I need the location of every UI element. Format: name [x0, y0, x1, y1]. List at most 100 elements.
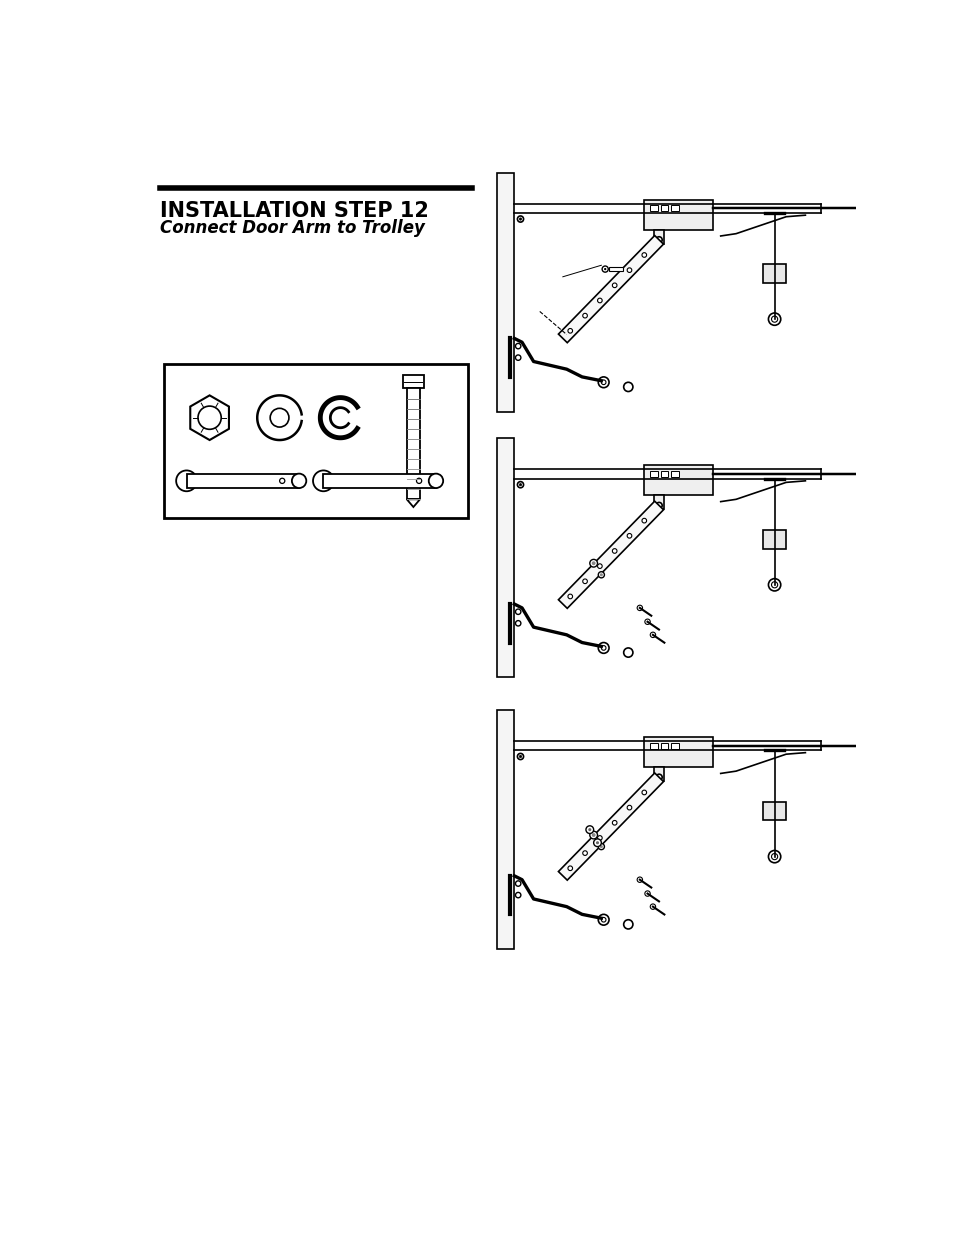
- Circle shape: [279, 478, 285, 483]
- Circle shape: [612, 820, 617, 825]
- Bar: [164, 364, 468, 517]
- Circle shape: [626, 268, 631, 273]
- Circle shape: [598, 642, 608, 653]
- Circle shape: [599, 573, 602, 577]
- Circle shape: [623, 383, 632, 391]
- Bar: [497, 438, 514, 677]
- Bar: [402, 374, 423, 389]
- Circle shape: [517, 482, 523, 488]
- Bar: [643, 200, 712, 230]
- Bar: [659, 205, 668, 211]
- Bar: [643, 466, 712, 495]
- Circle shape: [637, 605, 642, 610]
- Polygon shape: [406, 499, 419, 508]
- Bar: [671, 205, 679, 211]
- Circle shape: [599, 845, 602, 848]
- Circle shape: [641, 519, 646, 522]
- Bar: [406, 389, 419, 499]
- Circle shape: [597, 298, 601, 303]
- Circle shape: [656, 503, 661, 509]
- Circle shape: [612, 283, 617, 288]
- Circle shape: [582, 314, 587, 317]
- Circle shape: [767, 851, 780, 863]
- Bar: [608, 267, 622, 270]
- Circle shape: [589, 559, 597, 567]
- Circle shape: [598, 844, 604, 850]
- Bar: [187, 474, 299, 488]
- Circle shape: [176, 471, 196, 492]
- Circle shape: [598, 914, 608, 925]
- Circle shape: [593, 839, 600, 846]
- Circle shape: [644, 890, 650, 897]
- Circle shape: [515, 343, 520, 348]
- Circle shape: [598, 377, 608, 388]
- Bar: [762, 530, 785, 548]
- Circle shape: [567, 329, 572, 333]
- Circle shape: [597, 836, 601, 840]
- Circle shape: [596, 841, 598, 845]
- Bar: [653, 495, 664, 509]
- Circle shape: [656, 774, 661, 781]
- Bar: [497, 710, 514, 948]
- Circle shape: [428, 474, 443, 488]
- Text: Connect Door Arm to Trolley: Connect Door Arm to Trolley: [160, 219, 425, 237]
- Circle shape: [518, 756, 521, 757]
- Circle shape: [515, 893, 520, 898]
- Circle shape: [650, 632, 655, 637]
- Circle shape: [767, 579, 780, 592]
- Circle shape: [589, 831, 597, 839]
- Circle shape: [515, 354, 520, 361]
- Bar: [653, 767, 664, 782]
- Circle shape: [515, 609, 520, 615]
- Circle shape: [591, 561, 595, 566]
- Circle shape: [517, 216, 523, 222]
- Circle shape: [582, 579, 587, 584]
- Circle shape: [257, 395, 301, 440]
- Circle shape: [518, 217, 521, 220]
- Circle shape: [626, 534, 631, 538]
- Circle shape: [612, 548, 617, 553]
- Circle shape: [585, 826, 593, 834]
- Circle shape: [650, 904, 655, 909]
- Circle shape: [198, 406, 221, 430]
- Circle shape: [641, 253, 646, 257]
- Bar: [762, 264, 785, 283]
- Circle shape: [623, 648, 632, 657]
- Circle shape: [567, 866, 572, 871]
- Bar: [653, 230, 664, 243]
- Circle shape: [603, 268, 606, 270]
- Bar: [649, 742, 657, 748]
- Polygon shape: [558, 501, 662, 609]
- Circle shape: [313, 471, 334, 492]
- Circle shape: [626, 805, 631, 810]
- Circle shape: [567, 594, 572, 599]
- Bar: [659, 742, 668, 748]
- Circle shape: [591, 834, 595, 837]
- Circle shape: [641, 790, 646, 795]
- Circle shape: [292, 474, 306, 488]
- Circle shape: [517, 753, 523, 760]
- Bar: [659, 471, 668, 477]
- Circle shape: [656, 237, 661, 243]
- Circle shape: [515, 621, 520, 626]
- Circle shape: [597, 564, 601, 568]
- Circle shape: [588, 829, 591, 831]
- Circle shape: [767, 312, 780, 325]
- Bar: [497, 173, 514, 411]
- Circle shape: [518, 484, 521, 485]
- Polygon shape: [190, 395, 229, 440]
- Bar: [323, 474, 436, 488]
- Circle shape: [623, 920, 632, 929]
- Bar: [671, 471, 679, 477]
- Bar: [649, 205, 657, 211]
- Bar: [762, 802, 785, 820]
- Polygon shape: [558, 236, 662, 342]
- Circle shape: [637, 877, 642, 882]
- Bar: [643, 737, 712, 767]
- Bar: [649, 471, 657, 477]
- Bar: [671, 742, 679, 748]
- Circle shape: [598, 572, 604, 578]
- Polygon shape: [558, 773, 662, 881]
- Text: INSTALLATION STEP 12: INSTALLATION STEP 12: [160, 200, 429, 221]
- Circle shape: [270, 409, 289, 427]
